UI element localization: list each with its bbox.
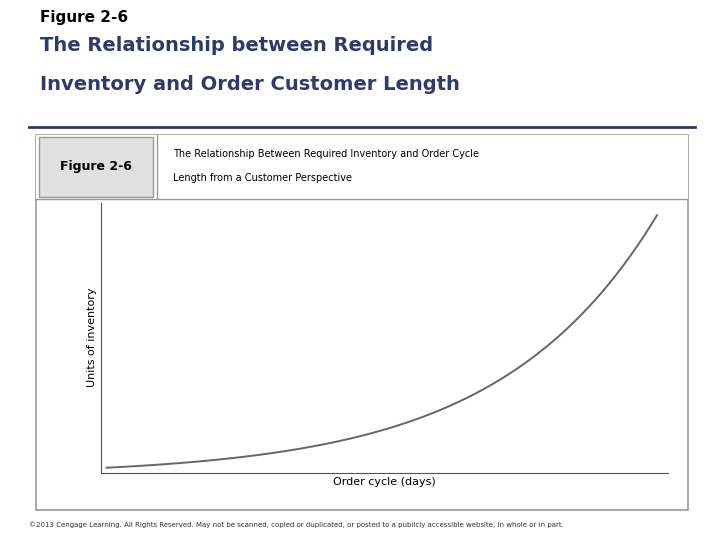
Text: ©2013 Cengage Learning. All Rights Reserved. May not be scanned, copied or dupli: ©2013 Cengage Learning. All Rights Reser… (29, 522, 564, 529)
Text: The Relationship between Required: The Relationship between Required (40, 36, 433, 55)
Text: Inventory and Order Customer Length: Inventory and Order Customer Length (40, 75, 459, 94)
X-axis label: Order cycle (days): Order cycle (days) (333, 477, 436, 487)
Text: The Relationship Between Required Inventory and Order Cycle: The Relationship Between Required Invent… (173, 149, 479, 159)
Text: Figure 2-6: Figure 2-6 (60, 160, 132, 173)
Text: Length from a Customer Perspective: Length from a Customer Perspective (173, 173, 352, 184)
Bar (36, 135, 688, 199)
Bar (40, 137, 153, 197)
Y-axis label: Units of inventory: Units of inventory (87, 288, 97, 387)
Text: Figure 2-6: Figure 2-6 (40, 10, 127, 25)
